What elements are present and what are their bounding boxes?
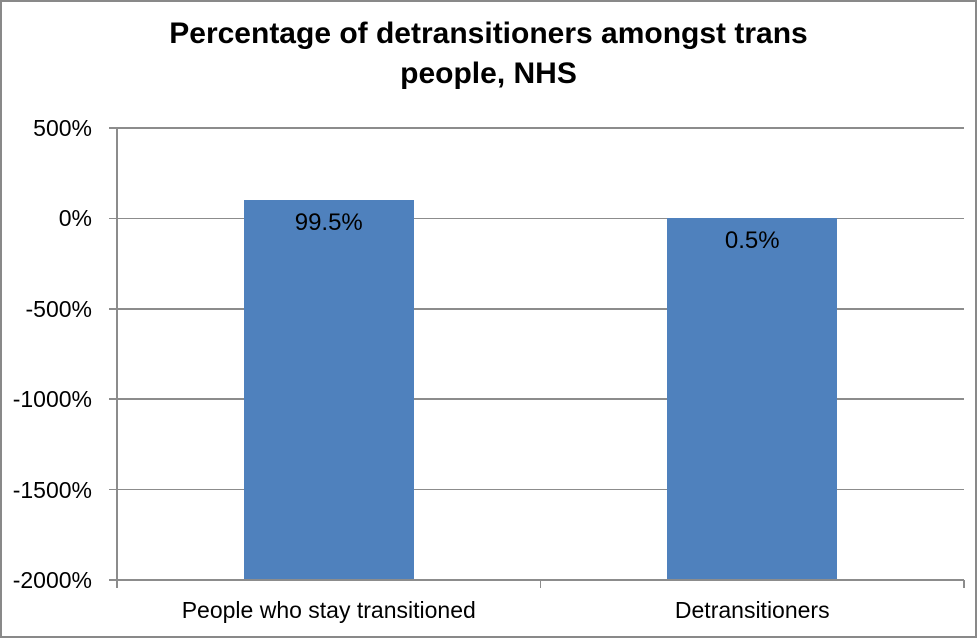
y-axis-tick-label: -1000% xyxy=(12,386,92,413)
y-axis-tick-label: 0% xyxy=(58,205,92,232)
bar-2 xyxy=(667,218,838,579)
y-axis-tick-label: -500% xyxy=(25,295,92,322)
y-axis-tick-label: -2000% xyxy=(12,567,92,593)
y-gridline xyxy=(109,217,964,220)
y-gridline xyxy=(109,308,964,310)
bar-data-label: 99.5% xyxy=(294,209,363,237)
chart-title-text: Percentage of detransitioners amongst tr… xyxy=(169,17,808,90)
y-axis-line xyxy=(116,128,118,588)
bar-1 xyxy=(243,200,414,579)
bar-data-label: 0.5% xyxy=(724,227,780,255)
y-axis-tick-label: 500% xyxy=(33,115,92,141)
x-axis-tick xyxy=(539,580,542,588)
category-label: Detransitioners xyxy=(674,597,830,623)
y-gridline xyxy=(109,398,964,400)
category-label: People who stay transitioned xyxy=(181,597,476,623)
chart-title: Percentage of detransitioners amongst tr… xyxy=(2,14,975,94)
y-axis-tick-label: -1500% xyxy=(12,476,92,503)
y-gridline xyxy=(109,127,964,129)
y-gridline xyxy=(109,579,964,581)
y-gridline xyxy=(109,488,964,491)
x-axis-tick xyxy=(963,580,965,588)
